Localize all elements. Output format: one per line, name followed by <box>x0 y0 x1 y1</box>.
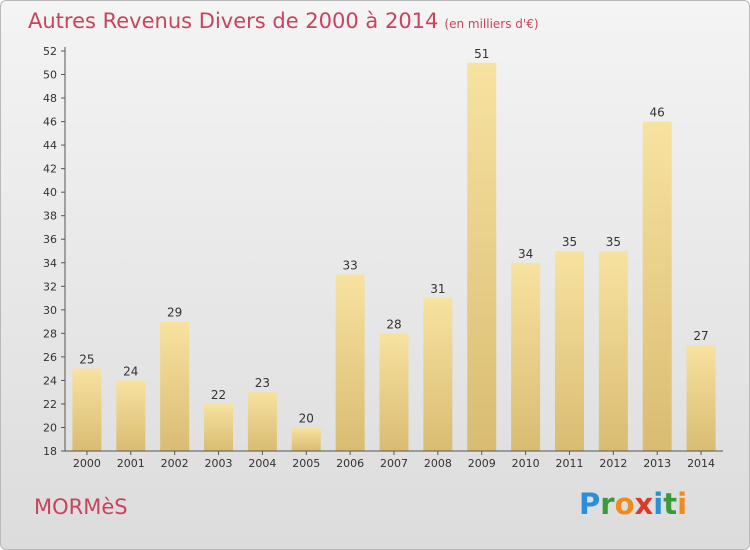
y-tick-label: 46 <box>43 116 57 129</box>
bar-value-label: 27 <box>693 329 708 343</box>
bar-value-label: 34 <box>518 247 533 261</box>
logo-letter: P <box>579 487 601 521</box>
bar-2010 <box>511 262 541 451</box>
x-tick-label: 2014 <box>687 457 715 470</box>
bar-2009 <box>467 62 497 451</box>
x-tick-label: 2011 <box>555 457 583 470</box>
bar-value-label: 29 <box>167 306 182 320</box>
x-tick-label: 2009 <box>468 457 496 470</box>
bar-value-label: 33 <box>342 259 357 273</box>
x-tick-label: 2001 <box>117 457 145 470</box>
bar-2001 <box>116 380 146 451</box>
bar-value-label: 23 <box>255 376 270 390</box>
bar-2012 <box>598 251 628 451</box>
logo-letter: i <box>677 487 688 521</box>
x-tick-label: 2013 <box>643 457 671 470</box>
bar-2000 <box>72 368 102 451</box>
bar-2006 <box>335 274 365 451</box>
proxiti-logo: Proxiti <box>579 487 687 521</box>
bar-2014 <box>686 345 716 451</box>
logo-letter: r <box>600 487 615 521</box>
bar-2005 <box>291 427 321 451</box>
x-tick-label: 2006 <box>336 457 364 470</box>
bar-value-label: 46 <box>650 106 665 120</box>
axis-layer: 2000 2001 2002 2003 2004 2005 2006 2007 2008 2009… <box>43 45 723 470</box>
logo-letter: t <box>663 487 678 521</box>
y-tick-label: 28 <box>43 327 57 340</box>
y-tick-label: 52 <box>43 45 57 58</box>
y-tick-label: 22 <box>43 398 57 411</box>
bar-2003 <box>204 403 234 451</box>
x-tick-label: 2012 <box>599 457 627 470</box>
y-tick-label: 34 <box>43 257 57 270</box>
y-tick-label: 26 <box>43 351 57 364</box>
x-tick-label: 2003 <box>205 457 233 470</box>
bars-layer: 25 24 29 22 23 20 33 28 31 51 34 35 35 46 27 <box>72 47 716 452</box>
bar-value-label: 22 <box>211 388 226 402</box>
y-tick-label: 48 <box>43 92 57 105</box>
y-tick-label: 42 <box>43 163 57 176</box>
city-name: MORMèS <box>34 495 128 519</box>
bar-2011 <box>554 251 584 451</box>
x-tick-label: 2000 <box>73 457 101 470</box>
y-tick-label: 18 <box>43 445 57 458</box>
chart-subtitle: (en milliers d'€) <box>444 17 539 31</box>
x-tick-label: 2002 <box>161 457 189 470</box>
x-tick-label: 2005 <box>292 457 320 470</box>
y-tick-label: 32 <box>43 280 57 293</box>
y-tick-label: 38 <box>43 210 57 223</box>
y-tick-label: 50 <box>43 69 57 82</box>
x-tick-label: 2004 <box>248 457 276 470</box>
bar-value-label: 35 <box>606 235 621 249</box>
bar-value-label: 35 <box>562 235 577 249</box>
logo-letter: i <box>653 487 664 521</box>
logo-letter: x <box>634 487 654 521</box>
y-tick-label: 20 <box>43 421 57 434</box>
bar-value-label: 51 <box>474 47 489 61</box>
bar-value-label: 24 <box>123 364 138 378</box>
y-tick-label: 40 <box>43 186 57 199</box>
y-tick-label: 44 <box>43 139 57 152</box>
bar-2007 <box>379 333 409 451</box>
bar-value-label: 28 <box>386 317 401 331</box>
logo-letter: o <box>614 487 635 521</box>
bar-value-label: 20 <box>299 411 314 425</box>
bar-value-label: 25 <box>79 353 94 367</box>
y-tick-label: 36 <box>43 233 57 246</box>
bar-2002 <box>160 321 190 451</box>
bar-value-label: 31 <box>430 282 445 296</box>
chart-title: Autres Revenus Divers de 2000 à 2014 (en … <box>28 9 539 33</box>
bar-2008 <box>423 298 453 451</box>
chart-title-text: Autres Revenus Divers de 2000 à 2014 <box>28 9 439 33</box>
y-tick-label: 24 <box>43 374 57 387</box>
bar-2004 <box>247 392 277 451</box>
x-tick-label: 2010 <box>512 457 540 470</box>
bar-2013 <box>642 121 672 452</box>
x-tick-label: 2007 <box>380 457 408 470</box>
x-tick-label: 2008 <box>424 457 452 470</box>
y-tick-label: 30 <box>43 304 57 317</box>
